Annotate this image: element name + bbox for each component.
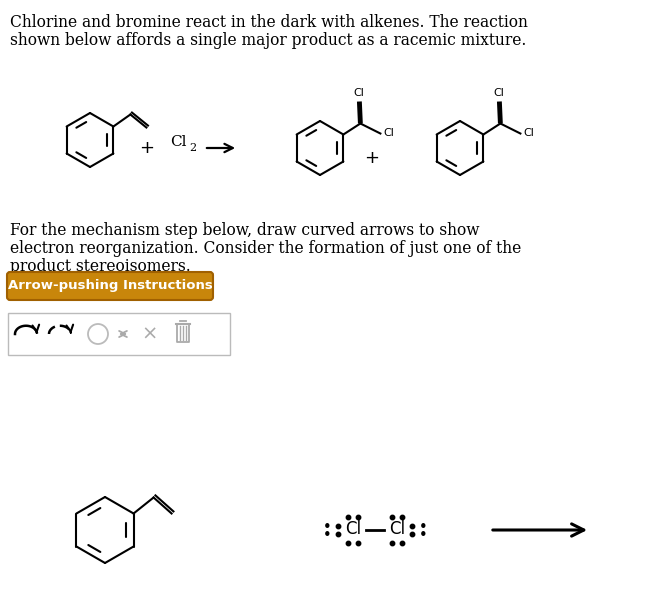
- Text: Cl: Cl: [389, 520, 405, 538]
- Text: Cl: Cl: [493, 88, 504, 99]
- Text: For the mechanism step below, draw curved arrows to show: For the mechanism step below, draw curve…: [10, 222, 480, 239]
- Text: Cl: Cl: [353, 88, 364, 99]
- Bar: [8, 313, 230, 355]
- Text: :: :: [419, 517, 427, 541]
- Text: ×: ×: [142, 325, 158, 343]
- Text: Chlorine and bromine react in the dark with alkenes. The reaction: Chlorine and bromine react in the dark w…: [10, 14, 528, 31]
- Text: +: +: [365, 149, 380, 167]
- Text: shown below affords a single major product as a racemic mixture.: shown below affords a single major produ…: [10, 32, 527, 49]
- Text: Cl: Cl: [345, 520, 361, 538]
- Text: product stereoisomers.: product stereoisomers.: [10, 258, 191, 275]
- Text: 2: 2: [189, 143, 196, 153]
- Text: +: +: [139, 139, 154, 157]
- Text: Cl: Cl: [523, 127, 534, 138]
- Text: :: :: [323, 517, 331, 541]
- Text: Cl: Cl: [170, 135, 186, 149]
- Text: electron reorganization. Consider the formation of just one of the: electron reorganization. Consider the fo…: [10, 240, 521, 257]
- FancyBboxPatch shape: [7, 272, 213, 300]
- Text: Arrow-pushing Instructions: Arrow-pushing Instructions: [8, 280, 212, 292]
- Text: Cl: Cl: [383, 127, 395, 138]
